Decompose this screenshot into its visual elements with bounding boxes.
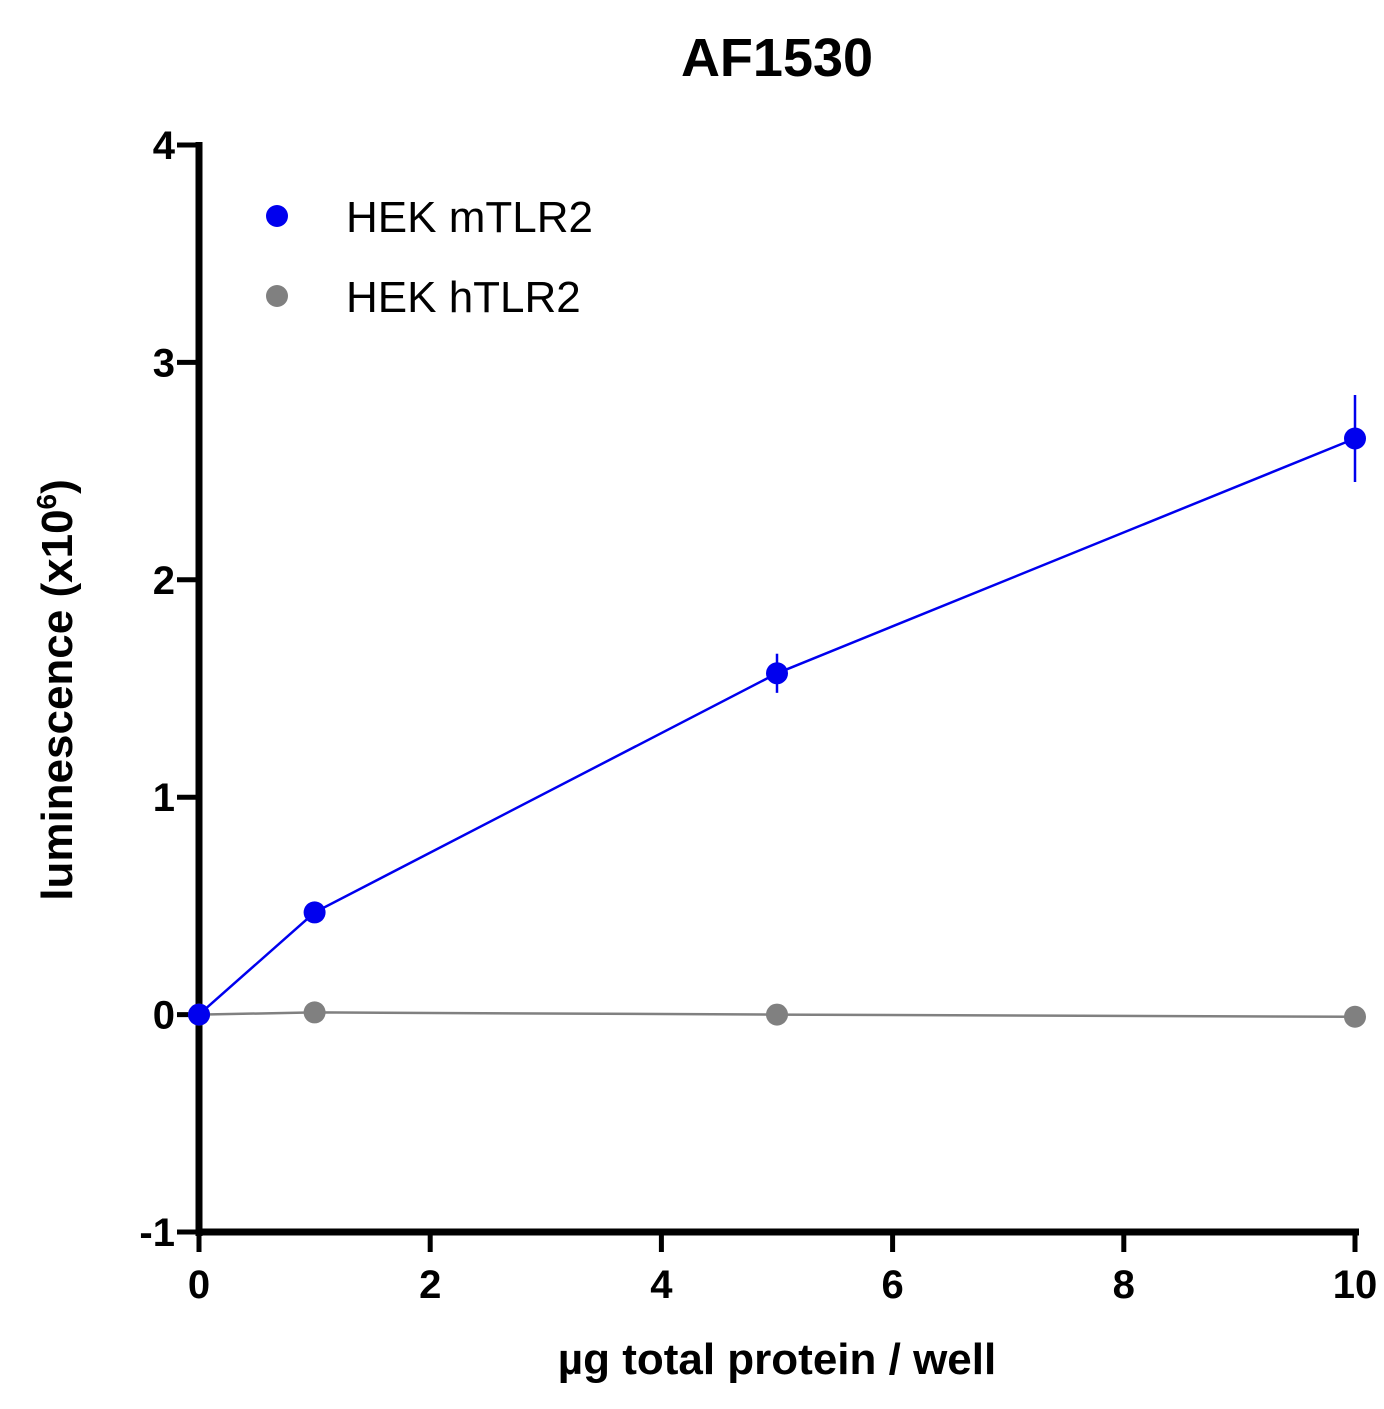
data-point	[303, 901, 326, 924]
series-line	[198, 1011, 1356, 1019]
data-point	[1344, 427, 1366, 450]
y-tick-label: 1	[153, 776, 175, 820]
data-point	[1344, 1005, 1366, 1028]
series-hek-htlr2	[188, 1001, 1366, 1028]
y-tick-label: 3	[153, 341, 175, 385]
legend-marker	[266, 205, 288, 227]
data-point	[766, 662, 788, 685]
y-tick-label: 0	[153, 994, 175, 1038]
legend-label: HEK hTLR2	[346, 273, 581, 322]
y-tick-label: 2	[153, 559, 175, 603]
x-axis-label: µg total protein / well	[558, 1335, 996, 1384]
x-tick-label: 10	[1333, 1263, 1378, 1307]
x-tick-label: 6	[881, 1263, 903, 1307]
legend-marker	[266, 285, 288, 307]
chart-title: AF1530	[681, 28, 873, 88]
x-tick-label: 2	[419, 1263, 441, 1307]
legend-label: HEK mTLR2	[346, 193, 593, 242]
plot-area	[188, 395, 1366, 1028]
data-point	[766, 1003, 788, 1026]
y-axis-label: luminescence (x106)	[31, 479, 82, 901]
y-axis-label-text: luminescence (x10	[33, 509, 82, 900]
y-axis-label-superscript: 6	[31, 494, 62, 510]
series-line	[198, 437, 1356, 1016]
series-hek-mtlr2	[188, 395, 1366, 1026]
x-tick-label: 4	[650, 1263, 673, 1307]
y-axis-label-close: )	[33, 479, 82, 494]
y-tick-label: 4	[153, 124, 176, 168]
legend: HEK mTLR2 HEK hTLR2	[266, 193, 593, 322]
x-tick-label: 0	[188, 1263, 210, 1307]
data-point	[188, 1003, 210, 1026]
x-tick-label: 8	[1113, 1263, 1135, 1307]
data-point	[303, 1001, 326, 1024]
y-tick-label: -1	[139, 1211, 175, 1255]
axes: -1 0 1 2 3 4 0 2 4 6 8 10	[139, 124, 1377, 1307]
